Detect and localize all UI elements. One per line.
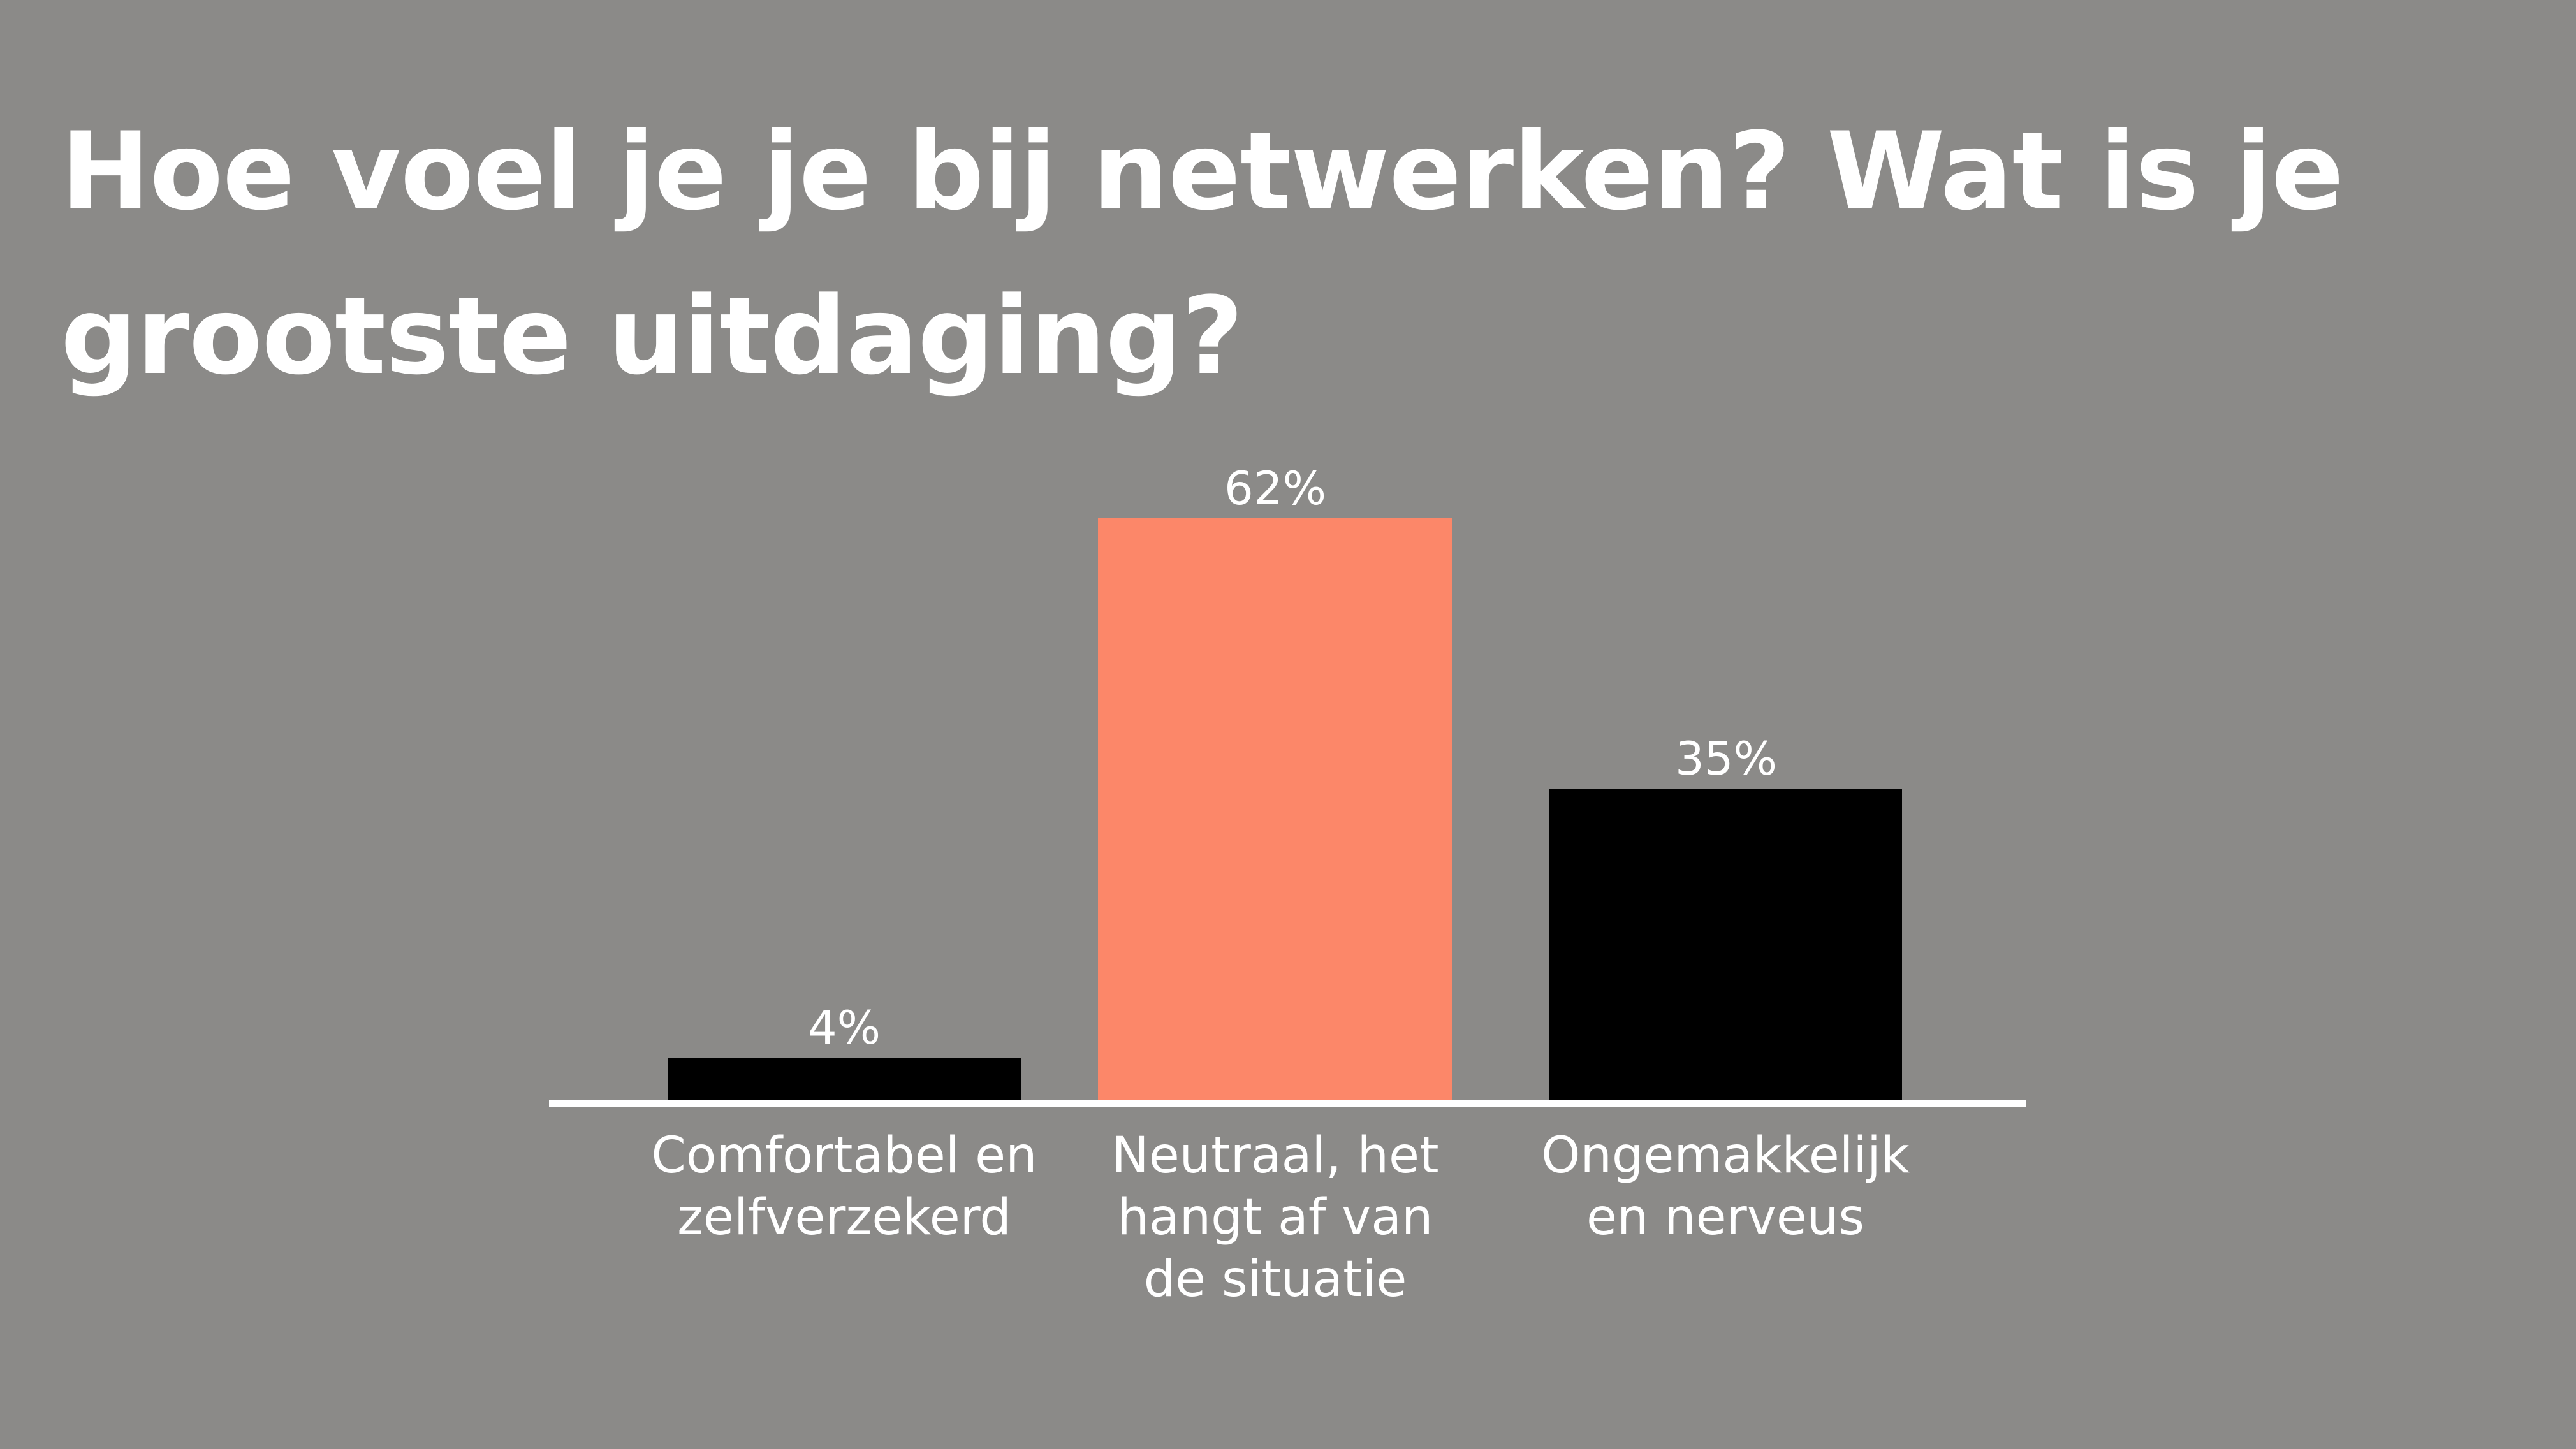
category-label-ongemakkelijk: Ongemakkelijk en nerveus [1541, 1127, 1910, 1246]
category-label-neutraal: Neutraal, het hangt af van de situatie [1111, 1127, 1439, 1308]
value-label-ongemakkelijk: 35% [1674, 732, 1778, 785]
bar-comfortabel [668, 1058, 1021, 1100]
category-label-comfortabel: Comfortabel en zelfverzekerd [651, 1127, 1037, 1246]
x-axis-line [549, 1100, 2026, 1107]
value-label-neutraal: 62% [1224, 462, 1327, 515]
bar-neutraal [1098, 518, 1452, 1100]
slide-title: Hoe voel je je bij netwerken? Wat is je … [61, 109, 2344, 398]
bar-ongemakkelijk [1549, 789, 1902, 1100]
value-label-comfortabel: 4% [807, 1001, 881, 1054]
